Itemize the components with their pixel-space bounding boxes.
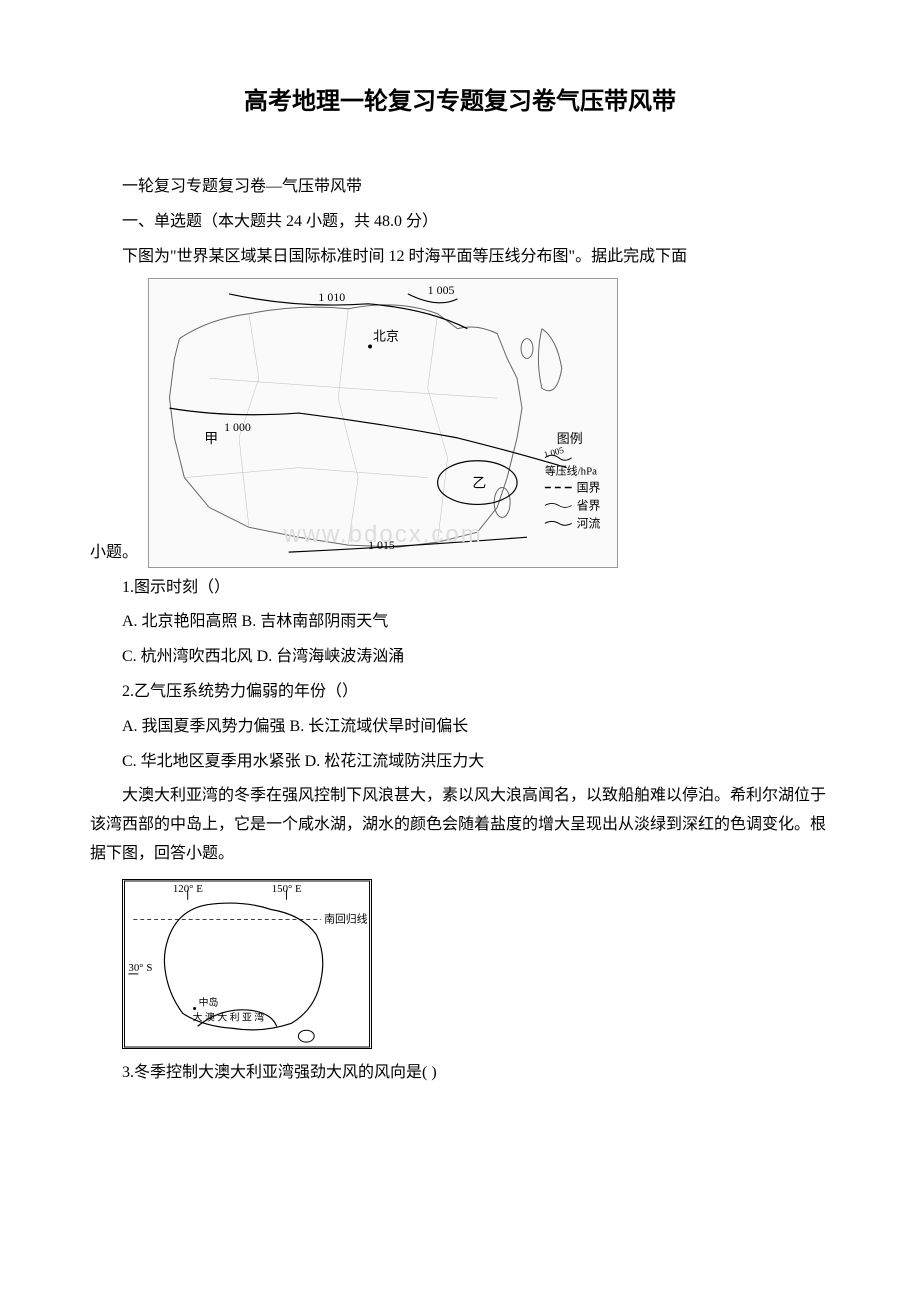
section-intro-3b: 小题。 [90, 539, 138, 568]
section-intro-2: 一、单选题（本大题共 24 小题，共 48.0 分） [90, 208, 830, 237]
q1-options-cd: C. 杭州湾吹西北风 D. 台湾海峡波涛汹涌 [90, 643, 830, 672]
document-title: 高考地理一轮复习专题复习卷气压带风带 [90, 80, 830, 123]
iso-1010-label: 1 010 [318, 289, 345, 303]
lon-120: 120° E [173, 883, 203, 895]
legend-title: 图例 [557, 430, 583, 445]
q2-options-ab: A. 我国夏季风势力偏强 B. 长江流域伏旱时间偏长 [90, 713, 830, 742]
lon-150: 150° E [272, 883, 302, 895]
tropic-label: 南回归线 [324, 911, 368, 925]
bay-label: 大 澳 大 利 亚 湾 [193, 1010, 265, 1023]
q2-options-cd: C. 华北地区夏季用水紧张 D. 松花江流域防洪压力大 [90, 748, 830, 777]
figure-2-australia-map: 120° E 150° E 南回归线 30° S 中岛 大 澳 大 利 亚 湾 [122, 879, 372, 1049]
legend-prov: 省界 [577, 498, 601, 512]
q3-stem: 3.冬季控制大澳大利亚湾强劲大风的风向是( ) [90, 1059, 830, 1088]
legend-river: 河流 [577, 516, 601, 530]
q2-stem: 2.乙气压系统势力偏弱的年份（） [90, 678, 830, 707]
iso-1000-label: 1 000 [224, 420, 251, 434]
passage-2: 大澳大利亚湾的冬季在强风控制下风浪甚大，素以风大浪高闻名，以致船舶难以停泊。希利… [90, 782, 830, 868]
jia-label: 甲 [204, 431, 218, 446]
figure-1-isobar-map: 1 010 1 005 1 000 1 015 北京 甲 乙 图例 等压线/hP… [148, 278, 618, 568]
iso-1005-legend: 1 005 [543, 444, 565, 459]
legend-border: 国界 [577, 480, 601, 494]
q1-stem: 1.图示时刻（） [90, 574, 830, 603]
iso-1005-top-label: 1 005 [428, 282, 455, 296]
section-intro-3a: 下图为"世界某区域某日国际标准时间 12 时海平面等压线分布图"。据此完成下面 [90, 243, 830, 272]
beijing-label: 北京 [373, 328, 399, 343]
q1-options-ab: A. 北京艳阳高照 B. 吉林南部阴雨天气 [90, 608, 830, 637]
yi-label: 乙 [472, 475, 486, 491]
zhongdao-label: 中岛 [199, 995, 219, 1008]
lat-30: 30° S [128, 962, 152, 974]
section-intro-1: 一轮复习专题复习卷—气压带风带 [90, 173, 830, 202]
legend-iso: 等压线/hPa [545, 463, 597, 477]
watermark: www.bdocx.com [283, 513, 482, 556]
